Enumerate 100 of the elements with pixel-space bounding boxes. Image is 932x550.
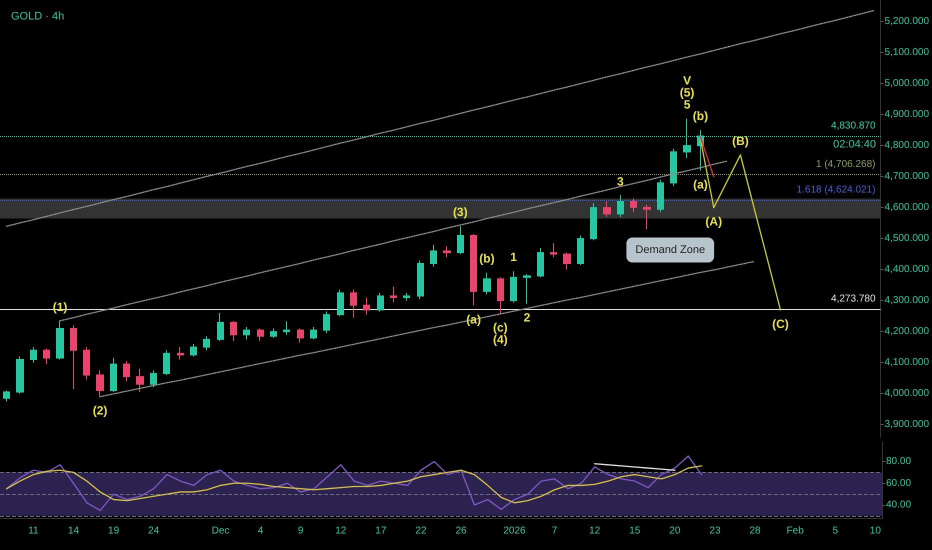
y-tick-label: 4,300.000 [884,295,930,306]
annotation: (2) [92,404,108,418]
line-series [6,10,874,227]
candlestick [537,247,544,278]
candlestick [203,336,210,351]
annotation: (b) [692,109,708,124]
candlestick [497,276,504,314]
candlestick [390,286,397,303]
line-series [6,465,702,504]
candlestick [243,326,250,340]
candlestick [83,346,90,380]
candlestick [443,246,451,258]
x-tick-label: 17 [375,526,387,536]
x-tick-label: Feb [786,526,804,536]
x-tick-label: 12 [589,526,601,536]
x-tick-label: 23 [709,526,721,536]
y-tick-label: 4,400.000 [884,264,930,276]
ref-line-label: 4,830.870 [831,120,876,132]
x-tick-label: 19 [108,526,120,536]
x-tick-label: 20 [669,526,681,536]
candlestick [270,328,277,338]
candlestick [123,360,130,382]
x-tick-label: 28 [749,526,762,536]
band-label: Demand Zone [635,244,706,256]
y-tick-label: 5,200.000 [884,16,930,28]
x-tick-label: 5 [832,526,838,536]
y-tick-label: 40.00 [886,499,912,510]
candlestick [617,194,624,218]
candlestick [550,242,557,258]
candlestick [590,202,597,241]
y-tick-label: 4,100.000 [884,357,930,368]
annotation: (C) [772,316,789,331]
y-tick-label: 60.00 [886,478,912,489]
candlestick [190,344,197,357]
candlestick [96,370,104,398]
candlestick [483,272,491,295]
candlestick [110,357,117,393]
candlestick [577,235,584,266]
annotation: (4) [492,332,508,347]
candlestick [257,328,264,342]
candlestick [417,260,424,300]
line-series [6,455,702,512]
annotation: (A) [705,214,722,229]
candlestick [3,390,10,402]
candlestick [16,356,24,394]
y-tick-label: 4,000.000 [884,388,930,400]
candlestick [510,270,517,303]
x-tick-label: 15 [629,526,641,536]
x-tick-label: 22 [415,526,427,536]
candlestick [363,297,370,316]
candlestick [630,198,637,213]
candlestick [563,252,571,270]
candlestick [403,292,410,302]
y-tick-label: 4,200.000 [884,326,930,338]
x-tick-label: Dec [212,526,230,536]
annotation: (5) [680,86,694,100]
x-tick-label: 12 [335,526,347,536]
x-tick-label: 24 [148,526,160,536]
candlestick [70,324,77,390]
candlestick [430,244,437,268]
candlestick [150,370,157,388]
annotation: (B) [732,134,749,148]
x-tick-label: 4 [258,526,264,536]
y-tick-label: 3,900.000 [884,419,930,430]
y-tick-label: 4,500.000 [884,233,930,244]
annotation: (c) [492,320,508,335]
y-tick-label: 4,800.000 [884,140,930,152]
candlestick [283,320,290,336]
x-tick-label: 10 [870,526,882,536]
line-series [594,463,676,471]
candlestick [230,320,237,342]
annotation: V [683,74,692,88]
candlestick [30,346,37,364]
x-tick-label: 9 [298,526,304,536]
candlestick [177,346,184,360]
candlestick [377,292,384,312]
y-tick-label: 5,000.000 [884,78,930,90]
y-tick-label: 5,100.000 [884,47,930,58]
x-tick-label: 11 [28,526,40,536]
candlestick [297,328,304,343]
y-tick-label: 4,600.000 [884,202,930,214]
annotation: 02:04:40 [833,138,876,151]
candlestick [310,326,317,340]
candlestick [43,348,50,365]
candlestick [337,289,344,317]
x-tick-label: 14 [68,526,80,536]
annotation: 5 [684,98,691,112]
annotation: (b) [479,252,495,266]
candlestick [603,200,611,218]
y-tick-label: 4,700.000 [884,171,930,182]
candlestick [163,350,170,376]
x-tick-label: 2026 [503,526,526,536]
candlestick [683,118,691,159]
x-tick-label: 26 [455,526,468,536]
y-tick-label: 4,900.000 [884,109,930,120]
annotation: 1 [510,250,518,264]
ref-line-label: 1 (4,706.268) [816,159,876,170]
candlestick [323,310,330,334]
candlestick [217,312,224,342]
annotation: (a) [693,177,708,192]
